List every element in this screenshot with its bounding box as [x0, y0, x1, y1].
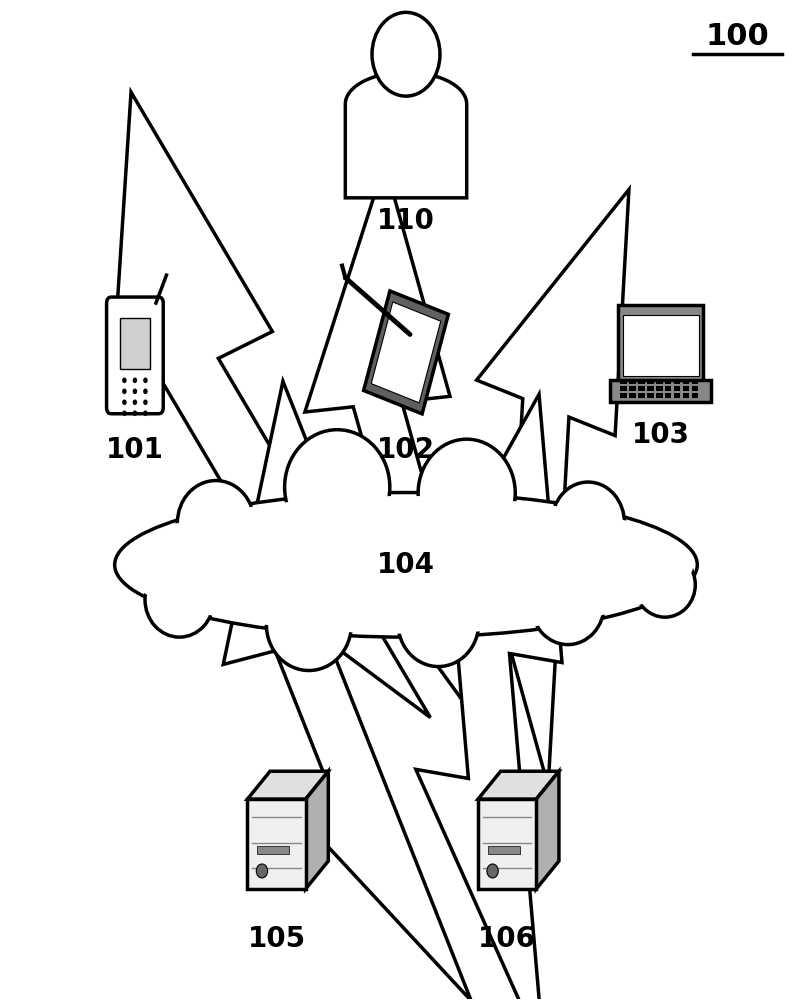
- Bar: [673, 393, 680, 398]
- Ellipse shape: [266, 579, 351, 671]
- Circle shape: [256, 864, 268, 878]
- Bar: [637, 386, 644, 391]
- Bar: [629, 379, 635, 384]
- Bar: [691, 393, 697, 398]
- Bar: [629, 393, 635, 398]
- Polygon shape: [304, 163, 499, 751]
- Bar: [637, 393, 644, 398]
- Bar: [646, 379, 653, 384]
- Circle shape: [122, 399, 127, 405]
- Ellipse shape: [397, 579, 478, 667]
- Polygon shape: [223, 381, 470, 1000]
- Polygon shape: [371, 302, 440, 403]
- Text: 105: 105: [247, 925, 305, 953]
- Ellipse shape: [418, 439, 515, 547]
- Polygon shape: [110, 92, 430, 717]
- Bar: [673, 386, 680, 391]
- Circle shape: [132, 410, 137, 416]
- Bar: [673, 379, 680, 384]
- Ellipse shape: [551, 482, 624, 564]
- Ellipse shape: [118, 496, 693, 634]
- Polygon shape: [363, 291, 448, 414]
- Bar: [646, 393, 653, 398]
- Bar: [646, 386, 653, 391]
- Text: 102: 102: [376, 436, 435, 464]
- Bar: [620, 386, 626, 391]
- Bar: [487, 846, 519, 854]
- Polygon shape: [345, 72, 466, 198]
- Bar: [664, 379, 671, 384]
- Bar: [664, 393, 671, 398]
- Ellipse shape: [114, 493, 697, 637]
- Circle shape: [122, 378, 127, 383]
- Circle shape: [122, 410, 127, 416]
- Bar: [682, 379, 689, 384]
- Bar: [618, 305, 702, 382]
- Ellipse shape: [285, 430, 389, 544]
- Circle shape: [143, 410, 148, 416]
- Ellipse shape: [530, 565, 603, 645]
- Bar: [247, 799, 305, 889]
- Circle shape: [132, 389, 137, 394]
- Bar: [620, 393, 626, 398]
- Polygon shape: [469, 189, 629, 786]
- Text: 106: 106: [478, 925, 535, 953]
- Circle shape: [371, 12, 440, 96]
- Bar: [610, 380, 710, 402]
- Bar: [629, 386, 635, 391]
- Bar: [478, 799, 535, 889]
- Polygon shape: [305, 771, 328, 889]
- Bar: [655, 393, 662, 398]
- Polygon shape: [535, 771, 558, 889]
- Circle shape: [132, 399, 137, 405]
- Bar: [620, 379, 626, 384]
- Bar: [119, 318, 150, 369]
- Text: 110: 110: [376, 207, 435, 235]
- Bar: [682, 386, 689, 391]
- Polygon shape: [478, 771, 558, 799]
- Circle shape: [122, 389, 127, 394]
- Circle shape: [143, 378, 148, 383]
- Ellipse shape: [634, 552, 694, 617]
- Text: 101: 101: [106, 436, 164, 464]
- Text: 104: 104: [376, 551, 435, 579]
- Text: 103: 103: [631, 421, 689, 449]
- Bar: [691, 379, 697, 384]
- Polygon shape: [247, 771, 328, 799]
- Bar: [655, 386, 662, 391]
- Bar: [682, 393, 689, 398]
- Bar: [664, 386, 671, 391]
- Bar: [623, 315, 697, 376]
- Circle shape: [143, 399, 148, 405]
- Circle shape: [487, 864, 498, 878]
- Bar: [257, 846, 289, 854]
- Ellipse shape: [177, 481, 254, 565]
- Bar: [655, 379, 662, 384]
- Polygon shape: [404, 394, 561, 1000]
- Bar: [691, 386, 697, 391]
- Ellipse shape: [145, 562, 213, 637]
- Text: 100: 100: [705, 22, 769, 51]
- Circle shape: [143, 389, 148, 394]
- FancyBboxPatch shape: [106, 297, 163, 414]
- Bar: [637, 379, 644, 384]
- Circle shape: [132, 378, 137, 383]
